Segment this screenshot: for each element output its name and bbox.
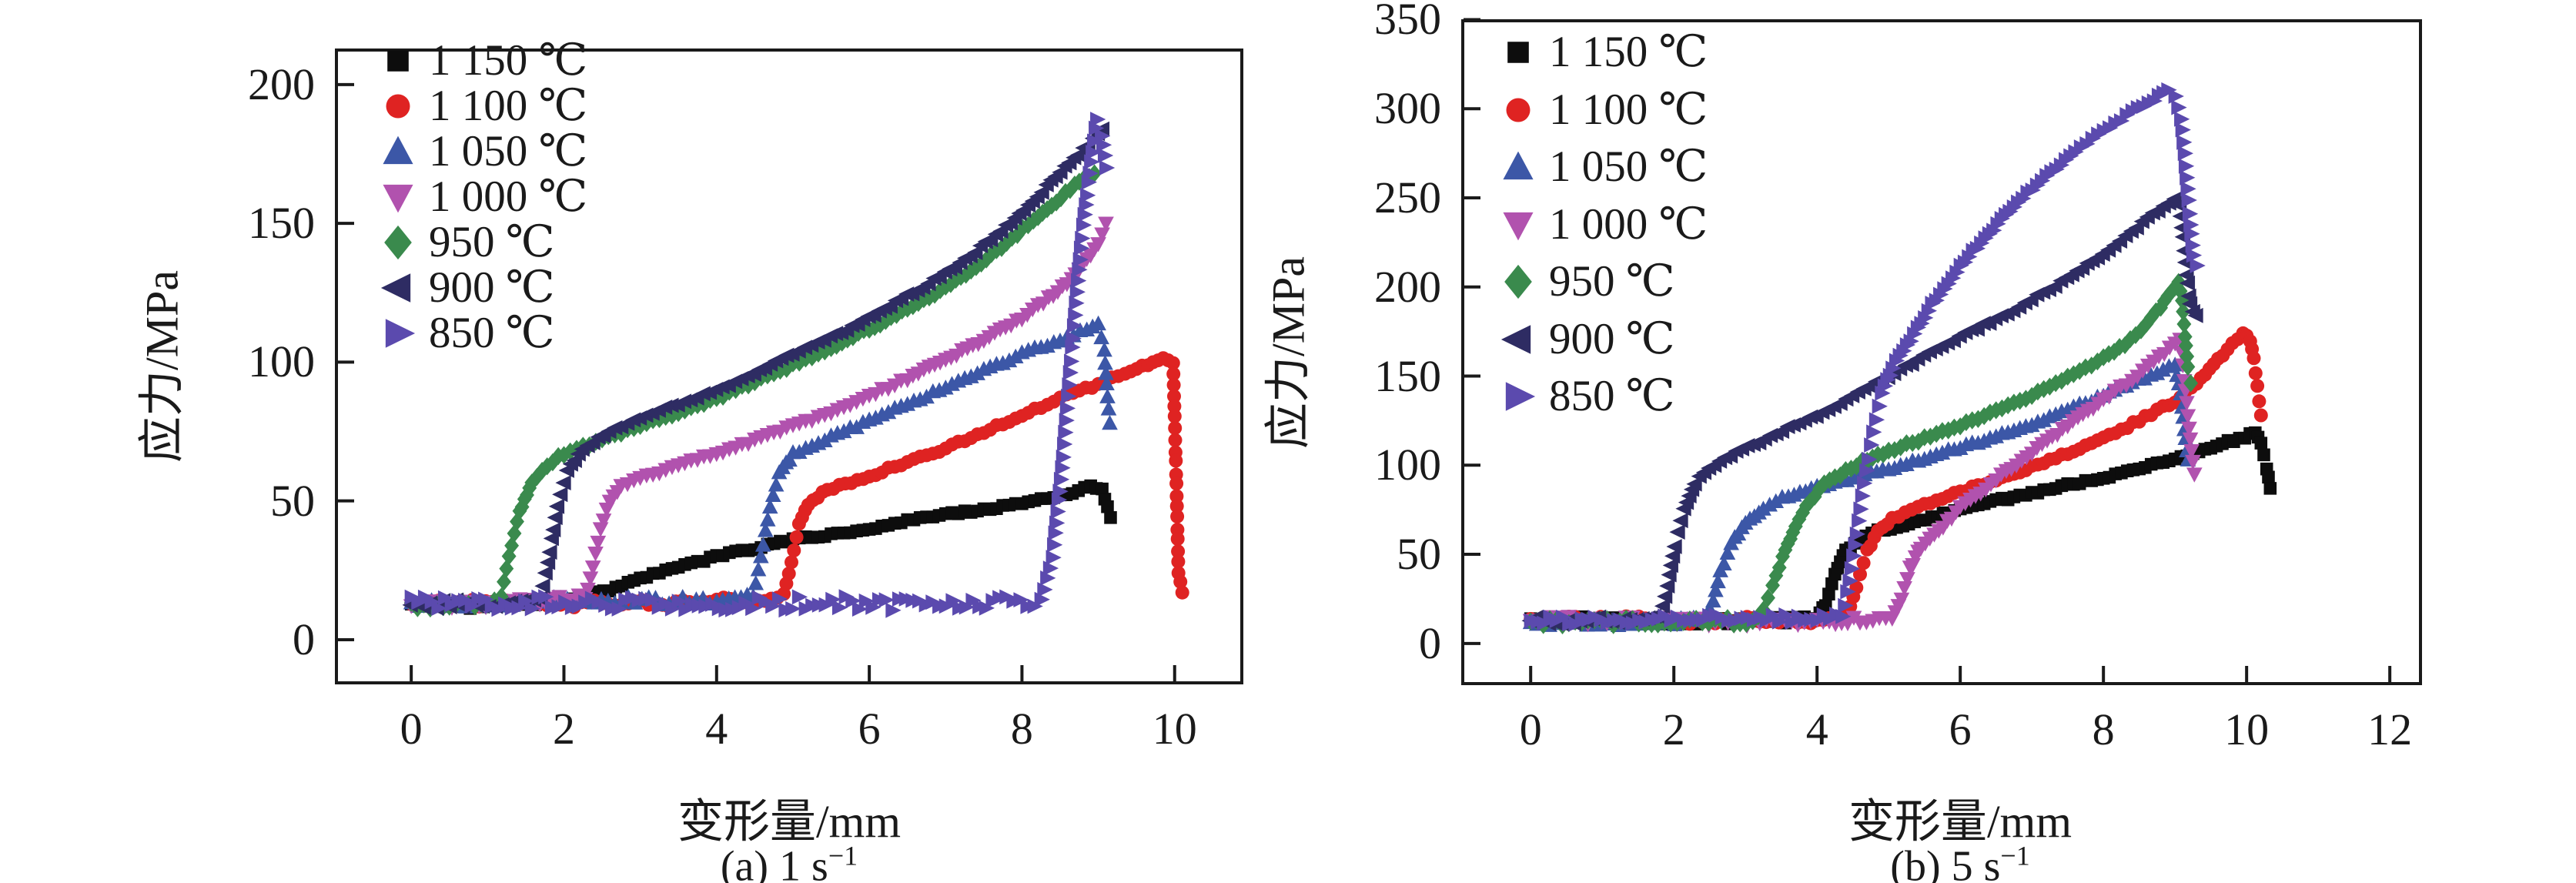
chart-a-x-tick-label-10: 10 (1152, 704, 1197, 754)
legend-item-900c-b: 900 ℃ (1500, 316, 1675, 363)
triangle-right-marker-icon (1505, 382, 1536, 411)
chart-a-caption-text: (a) 1 s (720, 842, 828, 883)
legend-label-1150c: 1 150 ℃ (429, 36, 588, 85)
legend-item-1150c-b: 1 150 ℃ (1500, 29, 1708, 75)
legend-label-1050c: 1 050 ℃ (1549, 142, 1708, 191)
chart-a-caption-superscript: −1 (828, 840, 858, 871)
chart-b-x-tick-label-10: 10 (2224, 704, 2270, 754)
chart-b-x-tick-label-6: 6 (1949, 704, 1972, 754)
legend-item-900c-a: 900 ℃ (380, 265, 555, 311)
chart-a-y-tick-label-50: 50 (270, 475, 315, 526)
square-marker-icon (387, 50, 409, 72)
circle-marker-icon (386, 94, 410, 119)
legend-item-1100c-a: 1 100 ℃ (380, 83, 587, 129)
legend-label-950c: 950 ℃ (1549, 257, 1675, 306)
legend-item-850c-b: 850 ℃ (1500, 373, 1675, 420)
chart-a-x-tick-label-0: 0 (400, 704, 423, 754)
chart-b-x-axis-label: 变形量/mm (1848, 796, 2073, 848)
chart-b-y-tick-label-50: 50 (1397, 529, 1441, 580)
legend-item-1100c-b: 1 100 ℃ (1500, 85, 1708, 134)
chart-a-y-tick-label-0: 0 (293, 614, 315, 664)
legend-label-950c: 950 ℃ (429, 218, 555, 266)
chart-a-x-tick-label-2: 2 (552, 704, 575, 754)
chart-b-y-tick-label-300: 300 (1374, 83, 1441, 134)
chart-b-x-tick-label-4: 4 (1805, 704, 1828, 754)
chart-a-plot-box (335, 48, 1243, 684)
diamond-marker-icon (384, 225, 412, 260)
chart-a-y-tick-label-100: 100 (248, 336, 315, 387)
triangle-left-marker-icon (1500, 324, 1531, 354)
chart-a-x-tick-label-8: 8 (1010, 704, 1033, 754)
legend-label-1050c: 1 050 ℃ (429, 127, 588, 176)
chart-b-caption-superscript: −1 (2000, 840, 2030, 871)
circle-marker-icon (1506, 98, 1531, 122)
chart-b-y-tick-label-150: 150 (1374, 350, 1441, 401)
legend-item-1000c-b: 1 000 ℃ (1500, 199, 1708, 249)
legend-label-1100c: 1 100 ℃ (429, 82, 588, 130)
legend-item-950c-b: 950 ℃ (1500, 259, 1675, 305)
legend-item-1050c-a: 1 050 ℃ (380, 129, 587, 175)
legend-item-1150c-a: 1 150 ℃ (380, 38, 587, 84)
triangle-up-marker-icon (1503, 151, 1534, 180)
chart-b-y-tick-label-0: 0 (1419, 617, 1441, 668)
chart-b-x-tick-label-12: 12 (2367, 704, 2413, 754)
chart-a-x-tick-label-6: 6 (858, 704, 881, 754)
chart-a-y-tick-label-200: 200 (248, 59, 315, 109)
chart-b-caption: (b) 5 s−1 (1890, 840, 2029, 883)
chart-b-y-tick-label-250: 250 (1374, 172, 1441, 222)
chart-b-x-tick-label-0: 0 (1519, 704, 1542, 754)
legend-label-1000c: 1 000 ℃ (1549, 199, 1708, 249)
legend-label-850c: 850 ℃ (1549, 372, 1675, 420)
chart-a-x-axis-label: 变形量/mm (677, 796, 902, 848)
triangle-left-marker-icon (380, 273, 411, 303)
legend-label-1000c: 1 000 ℃ (429, 172, 588, 221)
chart-b-plot-box (1461, 19, 2422, 685)
legend-label-1150c: 1 150 ℃ (1549, 28, 1708, 76)
chart-b-x-tick-label-8: 8 (2092, 704, 2115, 754)
legend-item-950c-a: 950 ℃ (380, 219, 555, 266)
chart-a-caption: (a) 1 s−1 (721, 840, 858, 883)
triangle-up-marker-icon (383, 135, 413, 165)
triangle-down-marker-icon (1503, 212, 1534, 240)
chart-b-y-axis-label: 应力/MPa (1263, 256, 1314, 450)
legend-label-900c: 900 ℃ (429, 263, 555, 312)
chart-a-y-tick-label-150: 150 (248, 198, 315, 249)
chart-b-y-tick-label-200: 200 (1374, 261, 1441, 312)
legend-item-850c-a: 850 ℃ (380, 310, 555, 356)
chart-b-caption-text: (b) 5 s (1890, 842, 2001, 883)
legend-item-1050c-b: 1 050 ℃ (1500, 144, 1708, 190)
legend-label-1100c: 1 100 ℃ (1549, 85, 1708, 134)
square-marker-icon (1507, 42, 1529, 63)
chart-a-x-tick-label-4: 4 (705, 704, 728, 754)
legend-label-900c: 900 ℃ (1549, 314, 1675, 363)
chart-b-y-tick-label-350: 350 (1374, 0, 1441, 45)
diamond-marker-icon (1504, 264, 1532, 299)
chart-b-y-tick-label-100: 100 (1374, 440, 1441, 490)
legend-item-1000c-a: 1 000 ℃ (380, 174, 587, 220)
chart-a-y-axis-label: 应力/MPa (136, 269, 188, 463)
triangle-right-marker-icon (385, 319, 416, 348)
triangle-down-marker-icon (383, 184, 413, 213)
legend-label-850c: 850 ℃ (429, 309, 555, 357)
chart-b-x-tick-label-2: 2 (1662, 704, 1685, 754)
